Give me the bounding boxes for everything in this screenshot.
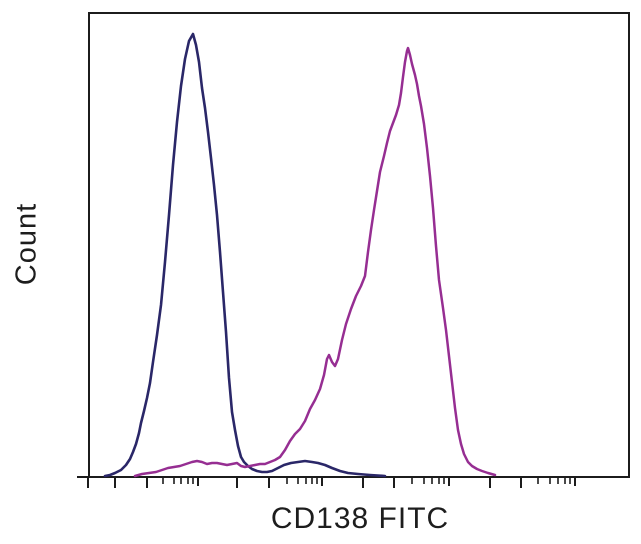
histogram-curves	[103, 32, 497, 478]
navy-histogram-curve	[103, 32, 387, 478]
y-axis-label: Count	[10, 202, 43, 286]
x-axis-label: CD138 FITC	[270, 502, 450, 535]
magenta-histogram-curve	[133, 46, 497, 478]
x-axis-ticks	[87, 478, 576, 488]
plot-border-box	[88, 12, 630, 478]
